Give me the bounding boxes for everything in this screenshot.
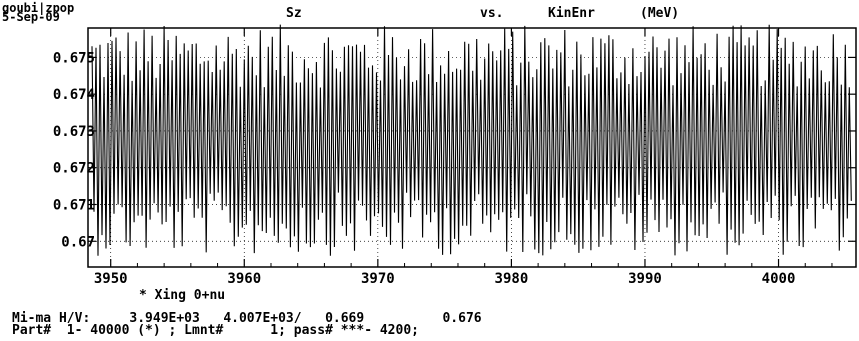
- footer-particle-line: Part# 1- 40000 (*) ; Lmnt# 1; pass# ***-…: [12, 323, 419, 338]
- y-tick-label: 0.67: [61, 234, 95, 250]
- chart-title-x-unit: (MeV): [640, 6, 680, 21]
- series-line: [91, 24, 852, 256]
- y-tick-label: 0.673: [53, 124, 95, 140]
- chart-title-vs: vs.: [480, 6, 504, 21]
- x-tick-label: 3980: [495, 271, 529, 287]
- x-tick-label: 3970: [361, 271, 395, 287]
- plot-frame: [87, 27, 857, 268]
- x-tick-label: 3960: [227, 271, 261, 287]
- chart-title-x-variable: KinEnr: [548, 6, 595, 21]
- chart-title-y-variable: Sz: [286, 6, 302, 21]
- header-program-name: goubi|zpop: [2, 1, 75, 15]
- x-tick-label: 4000: [762, 271, 796, 287]
- y-tick-label: 0.672: [53, 161, 95, 177]
- y-tick-label: 0.675: [53, 50, 95, 66]
- footer-minmax-line: Mi-ma H/V: 3.949E+03 4.007E+03/ 0.669 0.…: [12, 311, 482, 326]
- x-tick-label: 3950: [94, 271, 128, 287]
- x-tick-label: 3990: [628, 271, 662, 287]
- y-tick-label: 0.674: [53, 87, 95, 103]
- header-date: 5-Sep-09: [2, 10, 60, 24]
- y-tick-label: 0.671: [53, 197, 95, 213]
- x-axis-label: * Xing 0+nu: [139, 288, 226, 303]
